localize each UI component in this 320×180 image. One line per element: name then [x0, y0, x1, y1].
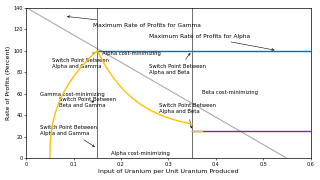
Text: Gamma cost-minimizing: Gamma cost-minimizing — [40, 92, 105, 97]
X-axis label: Input of Uranium per Unit Uranium Produced: Input of Uranium per Unit Uranium Produc… — [98, 169, 239, 174]
Text: Alpha cost-minimizing: Alpha cost-minimizing — [102, 51, 161, 56]
Text: Switch Point Between
Alpha and Beta: Switch Point Between Alpha and Beta — [149, 53, 206, 75]
Y-axis label: Rate of Profits (Percent): Rate of Profits (Percent) — [5, 46, 11, 120]
Text: Switch Point Between
Alpha and Gamma: Switch Point Between Alpha and Gamma — [40, 125, 97, 147]
Text: Maximum Rate of Profits for Alpha: Maximum Rate of Profits for Alpha — [149, 34, 274, 51]
Text: Switch Point Between
Alpha and Beta: Switch Point Between Alpha and Beta — [159, 103, 216, 128]
Text: Beta cost-minimizing: Beta cost-minimizing — [202, 90, 258, 95]
Text: Maximum Rate of Profits for Gamma: Maximum Rate of Profits for Gamma — [68, 16, 200, 28]
Text: Switch Point Between
Alpha and Gamma: Switch Point Between Alpha and Gamma — [52, 53, 109, 69]
Text: Switch Point Between
Beta and Gamma: Switch Point Between Beta and Gamma — [59, 97, 116, 107]
Text: Alpha cost-minimizing: Alpha cost-minimizing — [111, 151, 170, 156]
